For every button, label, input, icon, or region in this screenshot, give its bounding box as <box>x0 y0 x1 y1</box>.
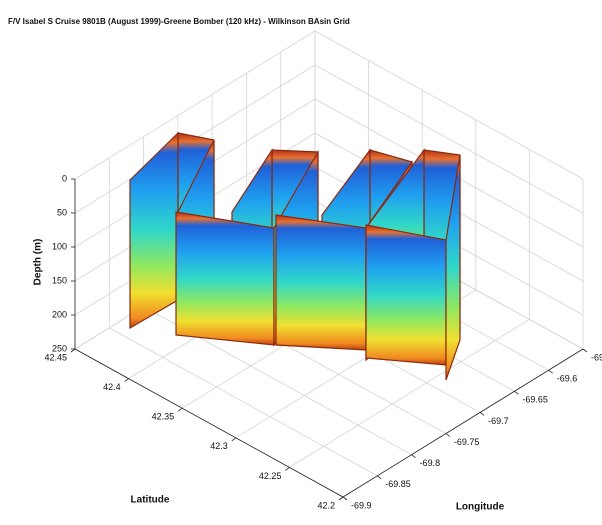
x-tick-label: -69.6 <box>557 374 578 384</box>
tick-mark <box>445 433 451 437</box>
curtain <box>275 214 367 351</box>
z-tick-label: 200 <box>52 309 67 319</box>
grid-line <box>314 64 584 214</box>
y-tick-label: 42.2 <box>317 500 335 510</box>
curtain <box>365 224 447 366</box>
tick-mark <box>338 496 344 501</box>
y-tick-label: 42.25 <box>259 471 282 481</box>
z-tick-label: 150 <box>52 275 67 285</box>
axis-line <box>74 348 344 498</box>
tick-mark <box>124 378 129 382</box>
z-axis-label: Depth (m) <box>33 239 44 286</box>
tick-mark <box>514 390 519 395</box>
y-tick-label: 42.45 <box>44 352 67 362</box>
grid-line <box>109 327 378 477</box>
x-tick-label: -69.7 <box>488 416 509 426</box>
y-tick-label: 42.3 <box>210 441 228 451</box>
x-tick-label: -69.8 <box>420 458 441 468</box>
x-axis-label: Longitude <box>456 502 505 513</box>
curtain <box>129 131 179 330</box>
tick-mark <box>285 467 290 471</box>
curtain <box>175 211 275 346</box>
tick-mark <box>231 437 237 442</box>
y-axis-label: Latitude <box>131 495 170 506</box>
curtains <box>129 131 461 381</box>
z-tick-label: 50 <box>57 207 67 217</box>
tick-mark <box>177 407 183 412</box>
x-tick-label: -69.9 <box>351 500 372 510</box>
tick-mark <box>548 369 553 374</box>
x-tick-label: -69.55 <box>591 352 602 362</box>
grid-line <box>74 30 316 180</box>
x-tick-label: -69.85 <box>385 479 411 489</box>
curtain <box>445 154 461 381</box>
tick-mark <box>342 496 348 501</box>
grid-line <box>314 30 584 180</box>
tick-mark <box>479 412 485 416</box>
chart-title: F/V Isabel S Cruise 9801B (August 1999)-… <box>8 17 350 26</box>
z-tick-label: 250 <box>52 343 67 353</box>
tick-mark <box>411 454 416 459</box>
x-tick-label: -69.65 <box>522 395 548 405</box>
z-tick-label: 0 <box>62 173 67 183</box>
tick-mark <box>582 348 588 353</box>
tick-mark <box>377 475 382 480</box>
grid-line <box>289 319 530 468</box>
z-tick-label: 100 <box>52 241 67 251</box>
y-tick-label: 42.4 <box>103 382 121 392</box>
y-tick-label: 42.35 <box>152 412 175 422</box>
tick-mark <box>70 348 76 353</box>
x-tick-label: -69.75 <box>454 437 480 447</box>
axis-line <box>342 348 584 498</box>
